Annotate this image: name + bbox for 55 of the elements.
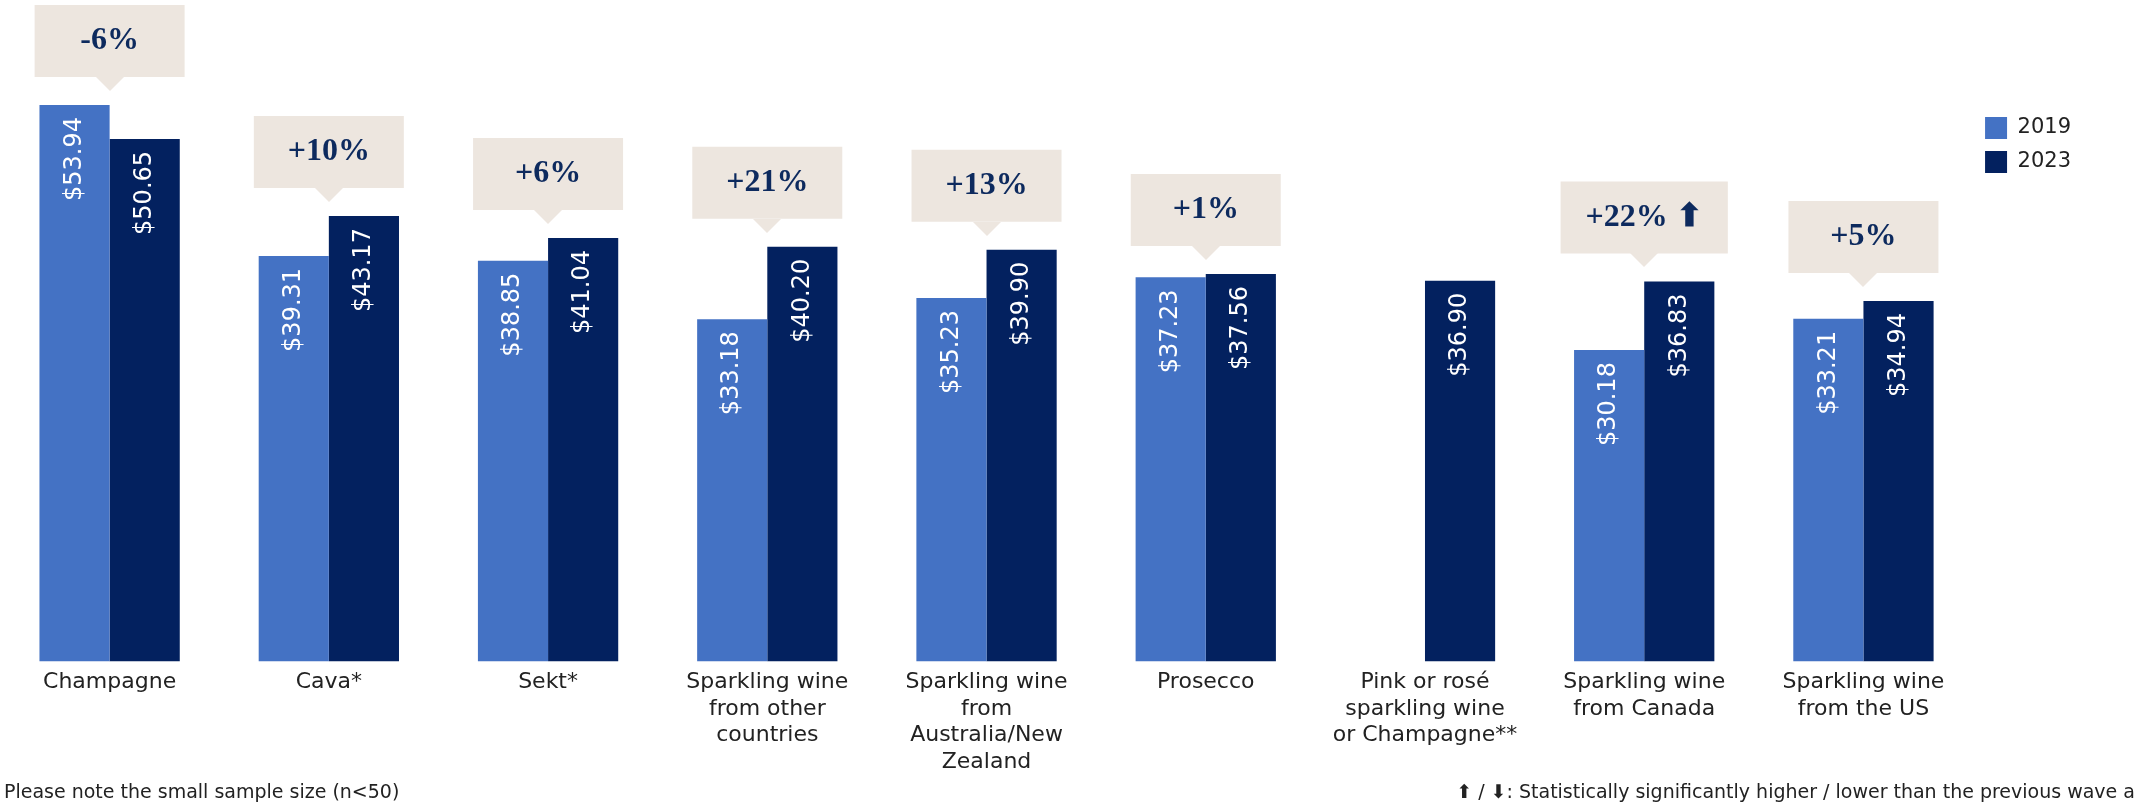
bar — [258, 255, 329, 662]
bar — [109, 138, 180, 662]
bar — [916, 298, 987, 662]
annotation: +6% — [514, 153, 582, 190]
text: ⬆ / ⬇: Statistically significantly higher / lower than the previous wave a — [1456, 780, 2135, 803]
bar — [1574, 350, 1645, 662]
data-label: $50.65 — [128, 150, 157, 235]
annotation: +22% ⬆ — [1585, 196, 1703, 233]
bar — [1793, 318, 1864, 662]
annotation: +1% — [1172, 189, 1239, 226]
x-tick-label: Sparkling wine from Canada — [1563, 668, 1726, 720]
x-tick-label: Sparkling wine from Australia/New Zealand — [905, 668, 1068, 773]
x-tick-label: Prosecco — [1156, 668, 1255, 694]
x-tick-label: Cava* — [295, 668, 363, 694]
data-label: $40.20 — [786, 258, 815, 343]
bar — [39, 105, 110, 662]
data-label: $36.90 — [1444, 292, 1473, 377]
bar — [1205, 273, 1276, 662]
data-label: $39.90 — [1005, 261, 1034, 346]
data-label: $34.94 — [1882, 312, 1911, 397]
annotation: -6% — [80, 20, 139, 57]
bar — [1863, 300, 1934, 662]
data-label: $53.94 — [58, 117, 87, 201]
data-label: $37.23 — [1154, 289, 1183, 374]
data-label: $39.31 — [278, 267, 306, 352]
bar — [328, 216, 399, 662]
bar — [548, 238, 619, 662]
bar — [1135, 277, 1206, 662]
data-label: $30.18 — [1593, 362, 1622, 447]
annotation: +21% — [726, 162, 809, 198]
text: Please note the small sample size (n<50) — [4, 780, 400, 803]
bar — [767, 246, 838, 662]
bar — [1644, 281, 1715, 662]
x-tick-label: Sekt* — [518, 668, 579, 694]
annotation: +10% — [287, 131, 370, 168]
data-label: $43.17 — [348, 228, 377, 313]
data-label: $37.56 — [1225, 285, 1254, 370]
x-tick-label: Pink or rosé sparkling wine or Champagne** — [1332, 668, 1518, 747]
bar — [986, 249, 1057, 662]
data-label: $38.85 — [497, 272, 526, 357]
bar — [477, 260, 549, 662]
x-tick-label: Champagne — [43, 668, 177, 694]
data-label: $36.83 — [1663, 293, 1692, 378]
bar — [1424, 280, 1496, 662]
x-tick-label: Sparkling wine from other countries — [686, 668, 849, 747]
data-label: $41.04 — [567, 250, 596, 335]
annotation: +13% — [945, 165, 1028, 202]
data-label: $33.21 — [1812, 330, 1841, 415]
annotation: +5% — [1830, 216, 1897, 253]
x-tick-label: Sparkling wine from the US — [1782, 668, 1945, 720]
bar — [697, 319, 768, 662]
legend-label: 2019 — [2017, 114, 2072, 139]
data-label: $35.23 — [935, 310, 964, 394]
legend-label: 2023 — [2017, 148, 2072, 173]
data-label: $33.18 — [716, 331, 745, 416]
